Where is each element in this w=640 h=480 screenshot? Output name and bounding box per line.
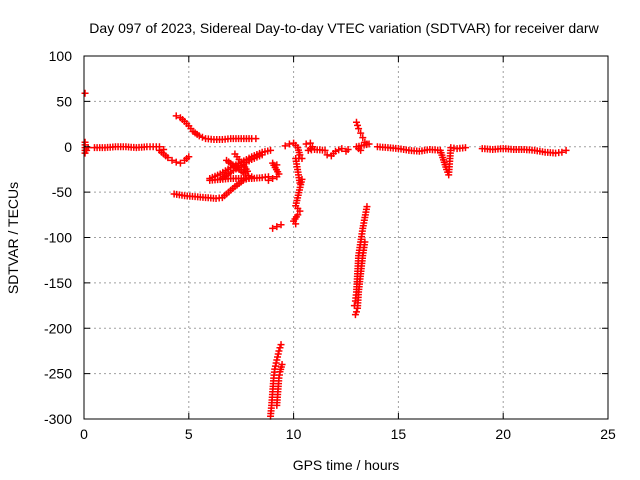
data-points [81,89,570,420]
y-tick-label: 50 [56,93,72,109]
y-tick-label: -50 [52,184,72,200]
x-tick-label: 15 [391,426,407,442]
data-point [270,161,278,169]
data-point [362,205,370,213]
data-point [168,156,176,164]
data-point [360,241,368,249]
data-point [269,175,277,183]
data-point [233,164,241,172]
data-point [245,135,253,143]
data-point [229,184,237,192]
x-tick-label: 5 [185,426,193,442]
data-point [335,146,343,154]
data-point [264,147,272,155]
data-point [318,146,326,154]
data-point [352,308,360,316]
y-tick-label: 100 [49,48,73,64]
data-point [172,112,180,120]
data-point [187,125,195,133]
data-point [198,133,206,141]
data-point [295,148,303,156]
x-axis-label: GPS time / hours [293,457,400,473]
data-point [555,149,563,157]
data-point [359,134,367,142]
axis-ticks: 0 5 10 15 20 25 100 50 0 -50 -100 -150 -200 -250 -300 [44,48,616,442]
data-point [292,199,300,207]
data-point [227,159,235,167]
y-tick-label: 0 [64,139,72,155]
data-point [272,359,280,367]
data-point [360,216,368,224]
data-point [352,118,360,126]
grid [84,56,608,419]
data-point [146,143,154,151]
data-point [562,146,570,154]
data-point [355,145,363,153]
y-axis-label: SDTVAR / TECUs [5,182,21,294]
data-point [358,227,366,235]
data-point [275,377,283,385]
data-point [274,350,282,358]
data-point [285,140,293,148]
data-point [281,142,289,150]
data-point [277,221,285,229]
data-point [450,144,458,152]
data-point [237,158,245,166]
data-point [277,341,285,349]
data-point [81,89,89,97]
chart-title: Day 097 of 2023, Sidereal Day-to-day VTE… [89,20,599,36]
data-point [357,129,365,137]
data-point [273,223,281,231]
x-tick-label: 0 [80,426,88,442]
x-tick-label: 10 [286,426,302,442]
data-point [276,344,284,352]
data-point [264,176,272,184]
y-tick-label: -200 [44,320,72,336]
data-point [215,194,223,202]
data-point [158,148,166,156]
data-point [292,141,300,149]
data-point [275,371,283,379]
data-point [242,165,250,173]
data-point [296,207,304,215]
data-point [176,159,184,167]
data-point [183,120,191,128]
data-point [223,190,231,198]
data-point [329,150,337,158]
data-point [193,130,201,138]
data-point [459,144,467,152]
data-point [306,145,314,153]
data-point [245,157,253,165]
data-point [355,125,363,133]
data-point [252,135,260,143]
data-point [291,215,299,223]
data-point [354,121,362,129]
data-point [225,170,233,178]
data-point [245,172,253,180]
x-tick-label: 20 [495,426,511,442]
data-point [338,145,346,153]
data-point [261,173,269,181]
y-tick-label: -150 [44,275,72,291]
data-point [323,151,331,159]
data-point [183,155,191,163]
data-point [162,152,170,160]
data-point [256,152,264,160]
data-point [344,145,352,153]
data-point [277,363,285,371]
data-point [302,140,310,148]
data-point [152,143,160,151]
data-point [269,224,277,232]
data-point [172,158,180,166]
y-tick-label: -300 [44,411,72,427]
data-point [214,171,222,179]
x-tick-label: 25 [600,426,616,442]
y-tick-label: -100 [44,230,72,246]
data-point [179,116,187,124]
data-point [233,153,241,161]
y-tick-label: -250 [44,366,72,382]
